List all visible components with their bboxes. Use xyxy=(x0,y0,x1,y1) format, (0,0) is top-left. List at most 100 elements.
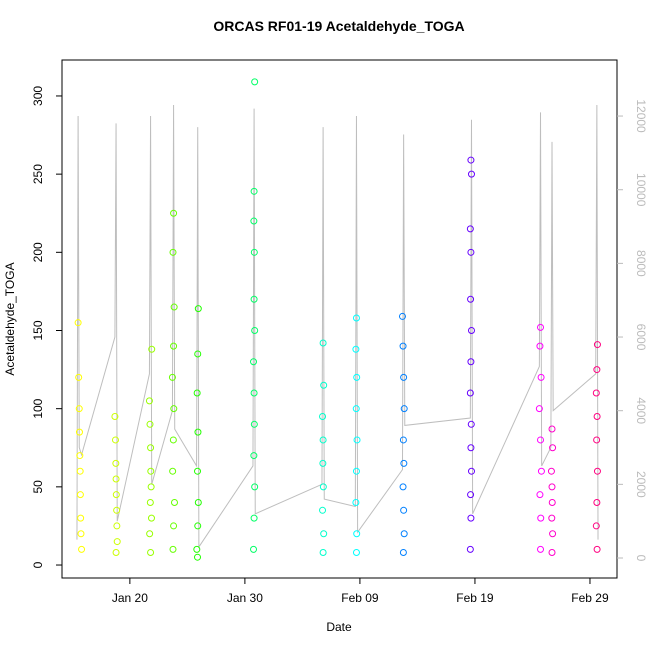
point xyxy=(170,303,178,311)
y2-tick-label: 4000 xyxy=(634,397,648,424)
y-axis-label: Acetaldehyde_TOGA xyxy=(3,262,17,375)
point xyxy=(537,514,545,522)
y-tick-label: 150 xyxy=(31,320,45,340)
point xyxy=(113,522,121,530)
point xyxy=(548,514,556,522)
point xyxy=(193,545,201,553)
point xyxy=(146,530,154,538)
point xyxy=(194,522,202,530)
point xyxy=(77,514,85,522)
point xyxy=(319,549,327,557)
y-tick-label: 300 xyxy=(31,86,45,106)
y2-tick-label: 12000 xyxy=(634,99,648,133)
point xyxy=(250,545,258,553)
point xyxy=(75,405,83,413)
chart-title: ORCAS RF01-19 Acetaldehyde_TOGA xyxy=(213,18,464,34)
point xyxy=(147,483,155,491)
point xyxy=(170,209,178,217)
y-tick-label: 250 xyxy=(31,164,45,184)
point xyxy=(319,339,327,347)
point xyxy=(170,498,178,506)
point xyxy=(250,217,258,225)
point xyxy=(75,428,83,436)
y-tick-label: 50 xyxy=(31,480,45,494)
point xyxy=(250,389,258,397)
point xyxy=(319,436,327,444)
point xyxy=(537,323,545,331)
point xyxy=(467,295,475,303)
point xyxy=(352,345,360,353)
x-tick-label: Jan 20 xyxy=(112,591,148,605)
point xyxy=(112,491,120,499)
point xyxy=(400,506,408,514)
point xyxy=(250,514,258,522)
point xyxy=(547,467,555,475)
point xyxy=(399,436,407,444)
point xyxy=(352,314,360,322)
point xyxy=(194,498,202,506)
point xyxy=(319,506,327,514)
point xyxy=(77,530,85,538)
y-tick-label: 100 xyxy=(31,398,45,418)
point xyxy=(170,405,178,413)
point xyxy=(353,530,361,538)
point xyxy=(145,397,153,405)
point xyxy=(112,475,120,483)
point xyxy=(466,389,474,397)
point xyxy=(168,373,176,381)
point xyxy=(250,420,258,428)
x-tick-label: Feb 29 xyxy=(571,591,609,605)
point xyxy=(250,187,258,195)
point xyxy=(466,225,474,233)
point xyxy=(467,467,475,475)
point xyxy=(147,467,155,475)
x-tick-label: Jan 30 xyxy=(227,591,263,605)
point xyxy=(111,412,119,420)
point xyxy=(592,522,600,530)
point xyxy=(250,248,258,256)
point xyxy=(75,373,83,381)
y-tick-label: 0 xyxy=(31,561,45,568)
point xyxy=(74,319,82,327)
point xyxy=(537,436,545,444)
point xyxy=(593,545,601,553)
point xyxy=(76,491,84,499)
point xyxy=(319,483,327,491)
point xyxy=(352,498,360,506)
point xyxy=(466,545,474,553)
point xyxy=(467,156,475,164)
point xyxy=(320,381,328,389)
point xyxy=(251,78,259,86)
point xyxy=(194,350,202,358)
point xyxy=(250,295,258,303)
point xyxy=(467,358,475,366)
point xyxy=(193,389,201,397)
point xyxy=(548,483,556,491)
point xyxy=(113,506,121,514)
point xyxy=(169,545,177,553)
point xyxy=(251,483,259,491)
point xyxy=(112,459,120,467)
x-tick-label: Feb 09 xyxy=(341,591,379,605)
point xyxy=(353,373,361,381)
point xyxy=(147,444,155,452)
point xyxy=(399,342,407,350)
point xyxy=(194,467,202,475)
y2-tick-label: 0 xyxy=(634,555,648,562)
point xyxy=(593,498,601,506)
point xyxy=(467,491,475,499)
point xyxy=(535,405,543,413)
point xyxy=(399,483,407,491)
point xyxy=(352,405,360,413)
point xyxy=(536,342,544,350)
point xyxy=(111,436,119,444)
point xyxy=(352,467,360,475)
x-tick-label: Feb 19 xyxy=(456,591,494,605)
point xyxy=(537,373,545,381)
point xyxy=(352,549,360,557)
point xyxy=(548,498,556,506)
point xyxy=(250,452,258,460)
y-tick-label: 200 xyxy=(31,242,45,262)
point xyxy=(549,530,557,538)
point xyxy=(537,467,545,475)
